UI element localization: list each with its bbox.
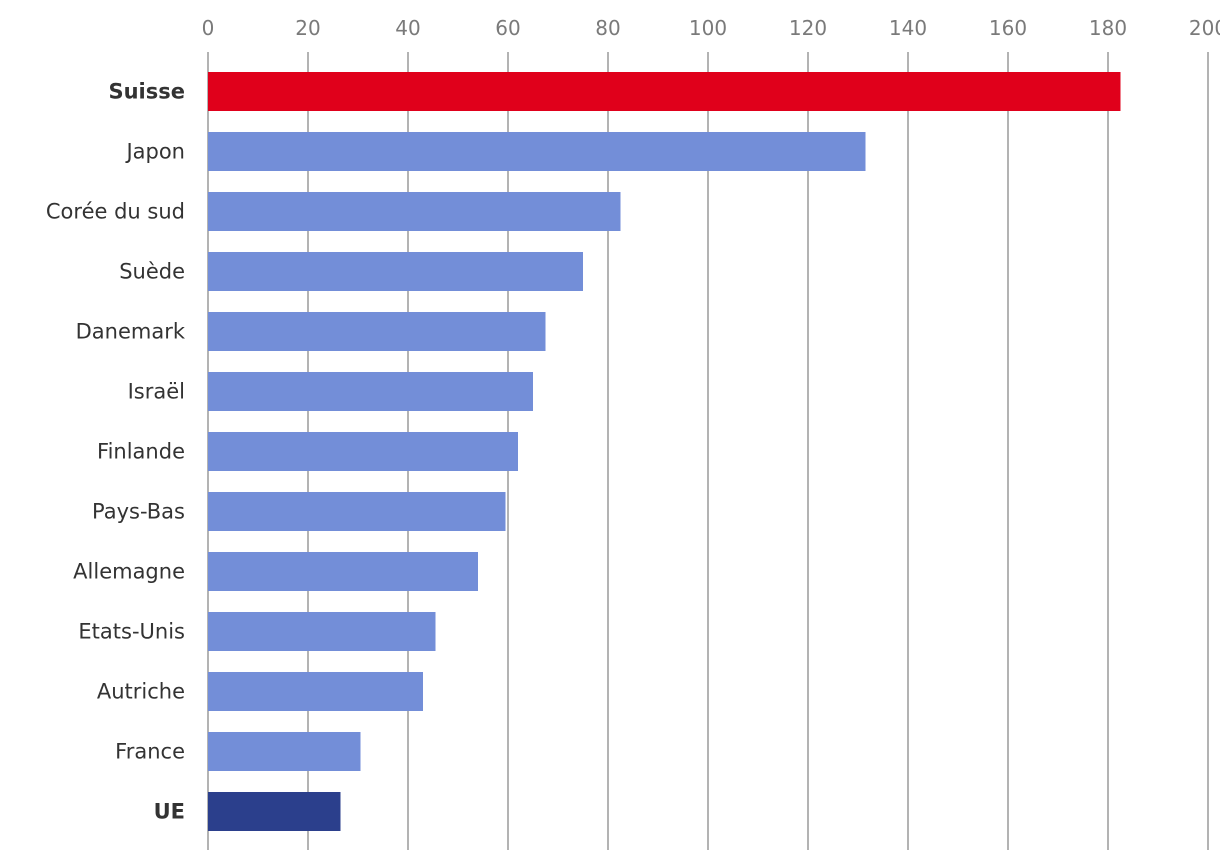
x-tick-label: 160 xyxy=(989,16,1027,40)
bar-japon xyxy=(208,132,866,171)
bar-france xyxy=(208,732,361,771)
category-label: Autriche xyxy=(97,680,185,704)
bar-danemark xyxy=(208,312,546,351)
category-label: Japon xyxy=(124,140,185,164)
bars xyxy=(208,72,1121,831)
bar-allemagne xyxy=(208,552,478,591)
x-tick-label: 120 xyxy=(789,16,827,40)
category-label: Corée du sud xyxy=(46,200,185,224)
x-tick-label: 140 xyxy=(889,16,927,40)
x-tick-label: 40 xyxy=(395,16,420,40)
category-label: Israël xyxy=(128,380,185,404)
x-tick-label: 0 xyxy=(202,16,215,40)
bar-finlande xyxy=(208,432,518,471)
x-tick-label: 60 xyxy=(495,16,520,40)
grid-lines xyxy=(207,52,1209,850)
x-tick-label: 200 xyxy=(1189,16,1220,40)
category-label: Danemark xyxy=(76,320,186,344)
category-label: Finlande xyxy=(97,440,185,464)
bar-su-de xyxy=(208,252,583,291)
category-label: France xyxy=(115,740,185,764)
bar-cor-e-du-sud xyxy=(208,192,621,231)
category-labels: Suisse Japon Corée du sud Suède Danemark Isra… xyxy=(46,80,186,824)
x-tick-label: 80 xyxy=(595,16,620,40)
x-tick-label: 20 xyxy=(295,16,320,40)
category-label: Allemagne xyxy=(73,560,185,584)
x-tick-label: 180 xyxy=(1089,16,1127,40)
category-label: Suisse xyxy=(108,80,185,104)
bar-autriche xyxy=(208,672,423,711)
category-label: UE xyxy=(154,800,185,824)
category-label: Etats-Unis xyxy=(78,620,185,644)
x-tick-label: 100 xyxy=(689,16,727,40)
bar-ue xyxy=(208,792,341,831)
bar-isra-l xyxy=(208,372,533,411)
bar-etats-unis xyxy=(208,612,436,651)
bar-pays-bas xyxy=(208,492,506,531)
x-axis-ticks: 0 20 40 60 80 100 120 140 160 180 200 xyxy=(202,16,1220,40)
category-label: Suède xyxy=(119,260,185,284)
bar-suisse xyxy=(208,72,1121,111)
category-label: Pays-Bas xyxy=(92,500,185,524)
